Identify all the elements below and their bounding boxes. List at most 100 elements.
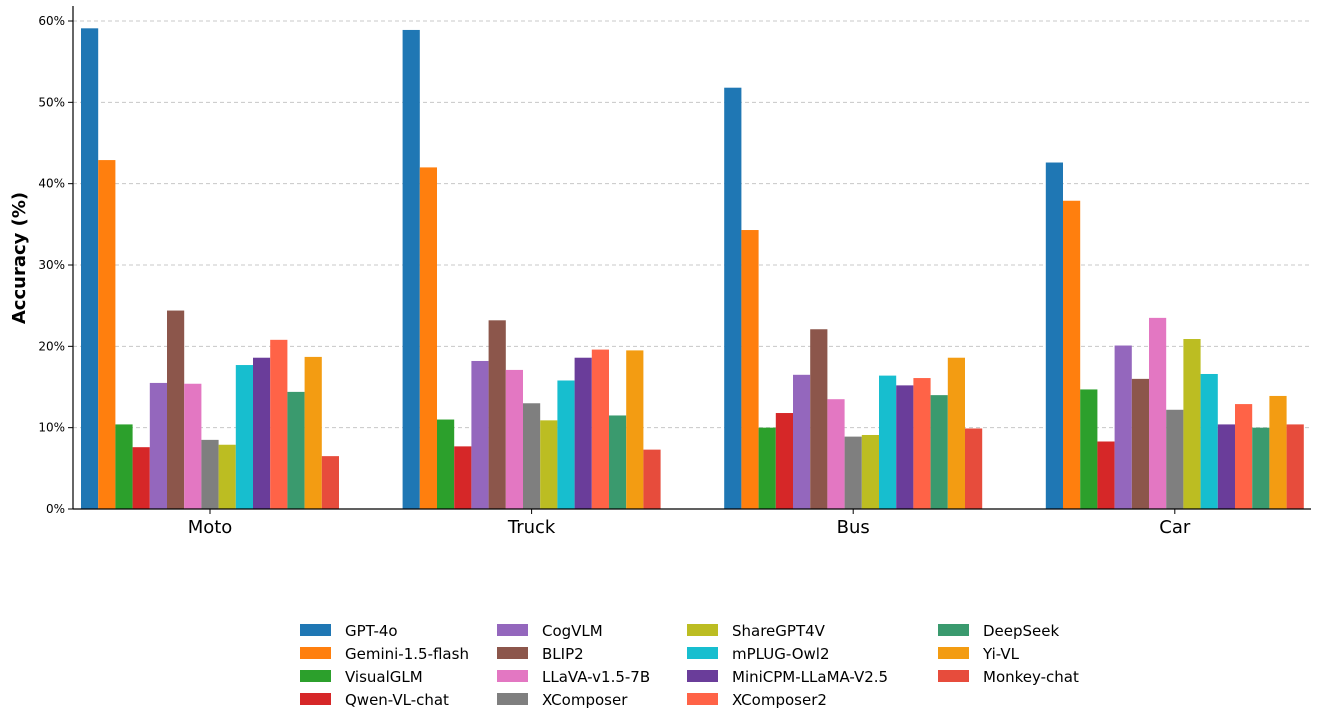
bar-mplug-owl2-bus [879, 375, 897, 509]
bar-gpt-4o-truck [402, 29, 420, 510]
bar-gemini-1-5-flash-truck [419, 167, 437, 509]
bar-xcomposer2-bus [913, 378, 931, 509]
bar-blip2-truck [488, 320, 506, 509]
bar-sharegpt4v-bus [861, 434, 879, 509]
x-category-label: Car [1159, 517, 1191, 538]
bar-mplug-owl2-truck [557, 380, 575, 509]
legend-swatch-blip2 [497, 647, 528, 659]
legend-swatch-cogvlm [497, 624, 528, 636]
bar-gpt-4o-bus [724, 87, 742, 510]
legend-swatch-xcomposer2 [687, 693, 718, 705]
legend-label-llava-v1-5-7b: LLaVA-v1.5-7B [542, 668, 650, 686]
bar-llava-v1-5-7b-truck [505, 369, 523, 509]
bar-minicpm-llama-v2-5-bus [896, 385, 914, 509]
legend-swatch-deepseek [938, 624, 969, 636]
x-category-label: Truck [507, 517, 556, 538]
bar-monkey-chat-car [1286, 424, 1304, 509]
bar-cogvlm-moto [149, 382, 167, 509]
bar-qwen-vl-chat-car [1097, 441, 1115, 509]
bar-mplug-owl2-moto [235, 365, 253, 509]
legend-label-minicpm-llama-v2-5: MiniCPM-LLaMA-V2.5 [732, 668, 888, 686]
legend-swatch-xcomposer [497, 693, 528, 705]
bar-qwen-vl-chat-truck [454, 446, 472, 509]
bar-gemini-1-5-flash-moto [98, 160, 116, 509]
legend-swatch-yi-vl [938, 647, 969, 659]
legend-label-gemini-1-5-flash: Gemini-1.5-flash [345, 645, 469, 663]
bar-gemini-1-5-flash-bus [741, 230, 759, 509]
legend-swatch-gpt-4o [300, 624, 331, 636]
bar-gpt-4o-moto [81, 28, 99, 509]
bar-visualglm-moto [115, 424, 133, 509]
bar-llava-v1-5-7b-moto [184, 383, 202, 509]
y-tick-label: 10% [38, 421, 65, 435]
bar-minicpm-llama-v2-5-truck [574, 357, 592, 509]
bar-xcomposer2-car [1235, 404, 1253, 509]
bar-xcomposer-car [1166, 409, 1184, 509]
legend-swatch-mplug-owl2 [687, 647, 718, 659]
legend-swatch-minicpm-llama-v2-5 [687, 670, 718, 682]
bar-blip2-car [1131, 378, 1149, 509]
bar-cogvlm-bus [793, 374, 811, 509]
legend-label-deepseek: DeepSeek [983, 622, 1060, 640]
legend-label-cogvlm: CogVLM [542, 622, 603, 640]
bar-sharegpt4v-car [1183, 339, 1201, 509]
legend: GPT-4o Gemini-1.5-flash VisualGLM Qwen-VL-c… [300, 622, 1079, 709]
bar-xcomposer2-truck [591, 349, 609, 509]
bar-xcomposer-bus [844, 436, 862, 509]
y-tick-label: 40% [38, 177, 65, 191]
legend-label-blip2: BLIP2 [542, 645, 584, 663]
x-category-label: Moto [188, 517, 233, 538]
bar-deepseek-car [1252, 427, 1270, 509]
legend-swatch-qwen-vl-chat [300, 693, 331, 705]
bar-deepseek-bus [930, 395, 948, 509]
bar-visualglm-truck [437, 419, 455, 509]
legend-label-qwen-vl-chat: Qwen-VL-chat [345, 691, 449, 709]
bar-monkey-chat-bus [965, 428, 983, 509]
bar-gpt-4o-car [1045, 162, 1063, 509]
legend-label-yi-vl: Yi-VL [982, 645, 1020, 663]
bar-sharegpt4v-moto [218, 444, 236, 509]
legend-swatch-sharegpt4v [687, 624, 718, 636]
bar-gemini-1-5-flash-car [1063, 200, 1081, 509]
bar-cogvlm-car [1114, 345, 1132, 509]
legend-swatch-llava-v1-5-7b [497, 670, 528, 682]
bar-xcomposer2-moto [270, 339, 288, 509]
bar-xcomposer-moto [201, 439, 219, 509]
legend-swatch-monkey-chat [938, 670, 969, 682]
bar-yi-vl-truck [626, 350, 644, 509]
bar-llava-v1-5-7b-bus [827, 399, 845, 509]
bar-blip2-bus [810, 329, 828, 509]
bar-deepseek-moto [287, 391, 305, 509]
bar-yi-vl-bus [947, 357, 965, 509]
y-tick-label: 30% [38, 258, 65, 272]
bar-monkey-chat-moto [321, 456, 339, 509]
bar-sharegpt4v-truck [540, 420, 558, 509]
legend-label-visualglm: VisualGLM [345, 668, 423, 686]
y-tick-label: 60% [38, 14, 65, 28]
y-axis-label: Accuracy (%) [9, 192, 30, 324]
bar-llava-v1-5-7b-car [1149, 317, 1167, 509]
axes [72, 6, 1311, 510]
bar-qwen-vl-chat-bus [775, 413, 793, 509]
legend-label-monkey-chat: Monkey-chat [983, 668, 1079, 686]
y-tick-label: 50% [38, 95, 65, 109]
bar-deepseek-truck [609, 415, 627, 509]
bar-yi-vl-moto [304, 356, 322, 509]
x-category-label: Bus [837, 517, 870, 538]
bar-blip2-moto [167, 310, 185, 509]
bar-minicpm-llama-v2-5-car [1217, 424, 1235, 509]
x-categories: Moto Truck Bus Car [188, 509, 1191, 538]
y-ticks: 0% 10% 20% 30% 40% 50% 60% [38, 14, 73, 516]
bar-qwen-vl-chat-moto [132, 447, 150, 509]
bar-monkey-chat-truck [643, 449, 661, 509]
bar-cogvlm-truck [471, 360, 489, 509]
bar-xcomposer-truck [523, 403, 541, 509]
legend-swatch-gemini-1-5-flash [300, 647, 331, 659]
legend-label-gpt-4o: GPT-4o [345, 622, 398, 640]
bar-yi-vl-car [1269, 395, 1287, 509]
legend-label-mplug-owl2: mPLUG-Owl2 [732, 645, 830, 663]
legend-label-xcomposer2: XComposer2 [732, 691, 827, 709]
y-tick-label: 20% [38, 339, 65, 353]
bar-minicpm-llama-v2-5-moto [253, 357, 271, 509]
